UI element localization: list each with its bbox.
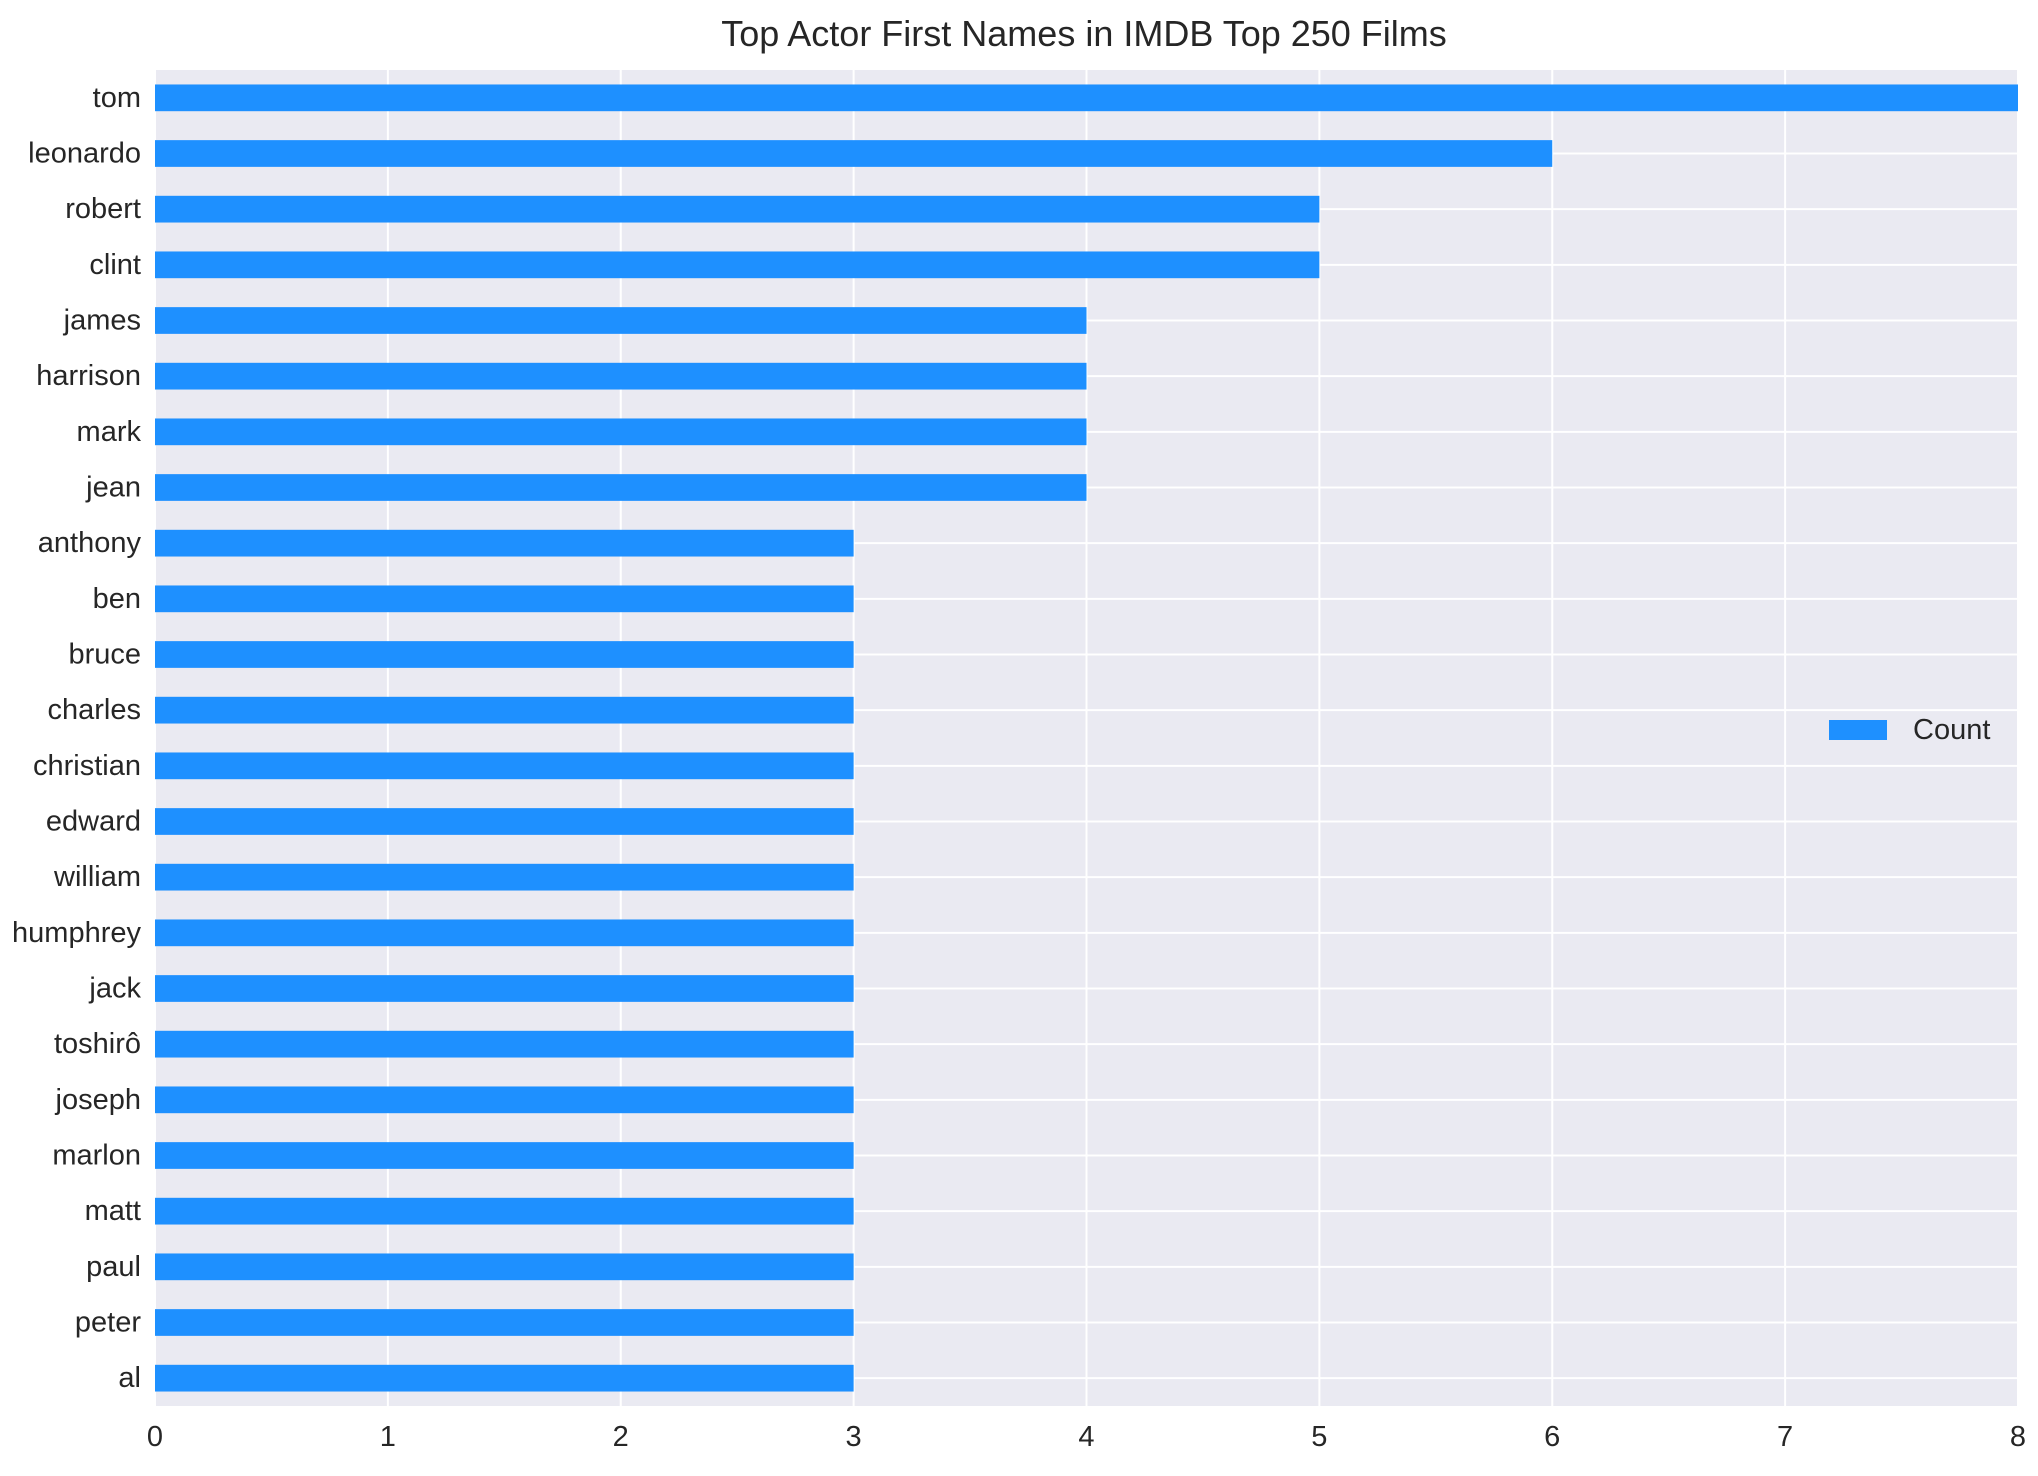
bars: [155, 84, 2018, 1392]
bar-james: [155, 307, 1087, 334]
bar-robert: [155, 195, 1320, 223]
y-tick-label-14: william: [53, 861, 141, 893]
bar-paul: [155, 1253, 854, 1281]
x-tick-label-7: 7: [1777, 1421, 1793, 1453]
bar-christian: [155, 752, 854, 780]
bar-jack: [155, 975, 854, 1002]
y-tick-label-1: leonardo: [28, 138, 141, 170]
bar-jean: [155, 474, 1087, 501]
x-tick-label-6: 6: [1544, 1421, 1560, 1453]
y-axis: tom leonardo robert clint james harrison mark j…: [12, 82, 141, 1394]
bar-charles: [155, 696, 854, 724]
bar-mark: [155, 418, 1087, 446]
legend-label: Count: [1913, 714, 1990, 746]
x-tick-label-4: 4: [1078, 1421, 1094, 1453]
x-tick-label-1: 1: [380, 1421, 396, 1453]
y-tick-label-16: jack: [88, 973, 141, 1005]
legend: Count: [1829, 714, 1990, 746]
bar-peter: [155, 1309, 854, 1336]
y-tick-label-0: tom: [93, 82, 141, 114]
y-tick-label-6: mark: [77, 416, 142, 448]
x-tick-label-2: 2: [613, 1421, 629, 1453]
x-tick-label-8: 8: [2010, 1421, 2026, 1453]
x-tick-label-0: 0: [147, 1421, 163, 1453]
bar-joseph: [155, 1086, 854, 1114]
y-tick-label-4: james: [63, 305, 141, 337]
y-tick-label-22: peter: [75, 1307, 141, 1339]
legend-swatch: [1829, 720, 1887, 740]
x-tick-label-3: 3: [846, 1421, 862, 1453]
y-tick-label-2: robert: [65, 193, 141, 225]
x-tick-label-5: 5: [1311, 1421, 1327, 1453]
y-tick-label-20: matt: [85, 1195, 141, 1227]
bar-anthony: [155, 529, 854, 557]
y-tick-label-18: joseph: [55, 1084, 141, 1116]
x-axis: 0 1 2 3 4 5 6 7 8: [147, 1421, 2026, 1453]
bar-william: [155, 863, 854, 891]
y-tick-label-9: ben: [93, 583, 141, 615]
bar-matt: [155, 1197, 854, 1225]
bar-al: [155, 1364, 854, 1392]
y-tick-label-12: christian: [33, 750, 141, 782]
y-tick-label-5: harrison: [36, 360, 141, 392]
bar-edward: [155, 808, 854, 835]
chart-title: Top Actor First Names in IMDB Top 250 Fi…: [721, 13, 1447, 54]
y-tick-label-3: clint: [89, 249, 141, 281]
y-tick-label-23: al: [118, 1362, 141, 1394]
bar-clint: [155, 251, 1320, 279]
y-tick-label-13: edward: [46, 806, 141, 838]
bar-harrison: [155, 362, 1087, 390]
y-tick-label-10: bruce: [68, 639, 141, 671]
bar-humphrey: [155, 919, 854, 947]
y-tick-label-15: humphrey: [12, 917, 141, 949]
bar-leonardo: [155, 140, 1553, 167]
y-tick-label-19: marlon: [52, 1140, 141, 1172]
bar-toshirô: [155, 1030, 854, 1058]
bar-tom: [155, 84, 2018, 112]
bar-marlon: [155, 1142, 854, 1169]
y-tick-label-8: anthony: [38, 527, 142, 559]
bar-bruce: [155, 641, 854, 668]
bar-ben: [155, 585, 854, 613]
y-tick-label-7: jean: [85, 472, 141, 504]
y-tick-label-11: charles: [48, 694, 142, 726]
y-tick-label-17: toshirô: [54, 1028, 141, 1060]
y-tick-label-21: paul: [86, 1251, 141, 1283]
